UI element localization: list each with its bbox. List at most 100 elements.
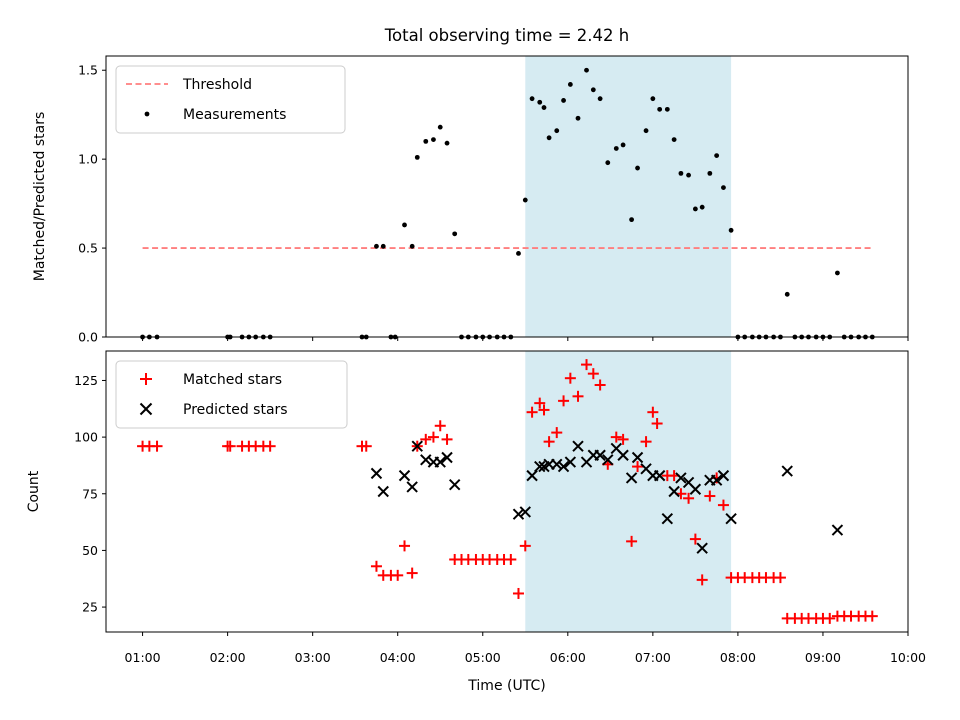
- predicted-star-point: [710, 474, 723, 486]
- predicted-star-point: [420, 454, 432, 466]
- matched-star-point: [264, 440, 276, 452]
- x-stroke-b: [370, 467, 383, 480]
- measurement-point: [444, 140, 450, 146]
- x-stroke-b: [610, 442, 622, 455]
- matched-star-point: [505, 553, 517, 565]
- predicted-star-point: [534, 460, 546, 473]
- x-axis-label: Time (UTC): [467, 678, 545, 694]
- measurement-point: [699, 204, 705, 210]
- top-legend: Threshold Measurements: [115, 65, 346, 134]
- measurement-point: [431, 137, 436, 142]
- measurement-point: [423, 138, 429, 144]
- y-tick-label: 1.0: [78, 152, 98, 167]
- matched-star-point: [406, 567, 418, 579]
- matched-star-point: [399, 540, 411, 552]
- legend-matched-label: Matched stars: [183, 372, 282, 388]
- y-tick-label: 0.0: [78, 330, 98, 345]
- matched-star-point: [632, 461, 644, 473]
- x-stroke-b: [640, 463, 652, 475]
- x-stroke-b: [653, 469, 666, 482]
- predicted-star-point: [725, 512, 737, 525]
- measurement-point: [374, 243, 379, 249]
- predicted-star-point: [831, 524, 844, 536]
- x-stroke-b: [377, 485, 389, 498]
- predicted-star-point: [448, 478, 461, 491]
- measurement-point: [650, 96, 656, 102]
- matched-star-point: [224, 440, 236, 452]
- matched-star-point: [551, 427, 563, 439]
- measurement-point: [629, 217, 634, 223]
- bottom-y-ticks: 25 50 75 100 125: [74, 373, 106, 615]
- x-stroke-b: [725, 512, 737, 525]
- bottom-axes-frame: [105, 350, 909, 633]
- measurement-point: [567, 82, 573, 87]
- x-stroke-b: [625, 472, 638, 484]
- matched-star-point: [526, 406, 538, 418]
- matched-star-point: [558, 395, 570, 407]
- matched-star-point: [543, 436, 555, 448]
- x-tick-label: 02:00: [210, 650, 246, 665]
- top-highlight-span: [525, 56, 732, 337]
- x-stroke-b: [602, 454, 614, 466]
- y-tick-label: 0.5: [78, 241, 98, 256]
- bottom-y-axis-label: Count: [26, 470, 42, 512]
- x-stroke-b: [534, 460, 546, 473]
- predicted-star-point: [661, 512, 674, 525]
- x-stroke-b: [696, 542, 708, 554]
- matched-star-point: [370, 560, 382, 572]
- predicted-star-point: [625, 472, 638, 484]
- measurement-point: [671, 137, 677, 142]
- matched-star-point: [774, 572, 786, 584]
- bottom-x-ticks: 01:00 02:00 03:00 04:00 05:00 06:00 07:00 08:00…: [125, 632, 926, 665]
- x-stroke-b: [617, 449, 629, 461]
- top-y-axis-label: Matched/Predicted stars: [32, 112, 48, 282]
- matched-star-point: [824, 612, 836, 624]
- measurement-point: [613, 146, 619, 151]
- bottom-legend: Matched stars Predicted stars: [115, 360, 348, 429]
- x-stroke-b: [682, 476, 695, 489]
- measurement-point: [692, 206, 698, 212]
- matched-star-point: [626, 535, 638, 547]
- bottom-panel: 25 50 75 100 125 01:00 02:00 03:00 04:00 05:00 06…: [26, 350, 926, 694]
- x-stroke-b: [572, 440, 584, 452]
- measurement-point: [584, 67, 589, 73]
- measurement-point: [657, 106, 663, 112]
- legend-predicted-label: Predicted stars: [183, 402, 288, 418]
- measurement-point: [686, 172, 691, 178]
- matched-star-point: [717, 499, 729, 511]
- predicted-star-point: [398, 469, 411, 482]
- predicted-star-point: [617, 449, 629, 461]
- x-stroke-b: [668, 485, 680, 498]
- matched-star-point: [696, 574, 708, 586]
- measurement-point: [590, 87, 596, 93]
- measurement-point: [714, 153, 720, 158]
- measurement-point: [561, 98, 566, 103]
- matched-star-point: [392, 569, 404, 581]
- matched-star-point: [617, 433, 629, 445]
- matched-star-point: [647, 406, 659, 418]
- legend-measurements-label: Measurements: [183, 107, 286, 123]
- measurement-point: [380, 243, 386, 249]
- x-stroke-b: [781, 465, 793, 477]
- measurement-point: [537, 99, 543, 105]
- predicted-star-point: [441, 451, 453, 464]
- matched-star-point: [651, 418, 663, 430]
- top-panel: 0.0 0.5 1.0 1.5 Matched/Predicted stars Thr…: [32, 55, 909, 345]
- predicted-star-point: [519, 506, 531, 518]
- matched-star-point: [689, 533, 701, 545]
- x-stroke-b: [831, 524, 844, 536]
- x-tick-label: 08:00: [720, 650, 756, 665]
- measurement-point: [605, 160, 611, 166]
- y-tick-label: 125: [74, 373, 98, 388]
- measurement-point: [728, 227, 734, 233]
- x-stroke-b: [406, 481, 418, 493]
- matched-star-point: [151, 440, 163, 452]
- matched-star-point: [581, 359, 593, 371]
- matched-star-point: [564, 372, 576, 384]
- measurement-point: [707, 170, 713, 176]
- x-tick-label: 09:00: [805, 650, 841, 665]
- predicted-star-point: [406, 481, 418, 493]
- matched-star-point: [683, 492, 695, 504]
- x-stroke-b: [557, 460, 570, 473]
- x-tick-label: 04:00: [380, 650, 416, 665]
